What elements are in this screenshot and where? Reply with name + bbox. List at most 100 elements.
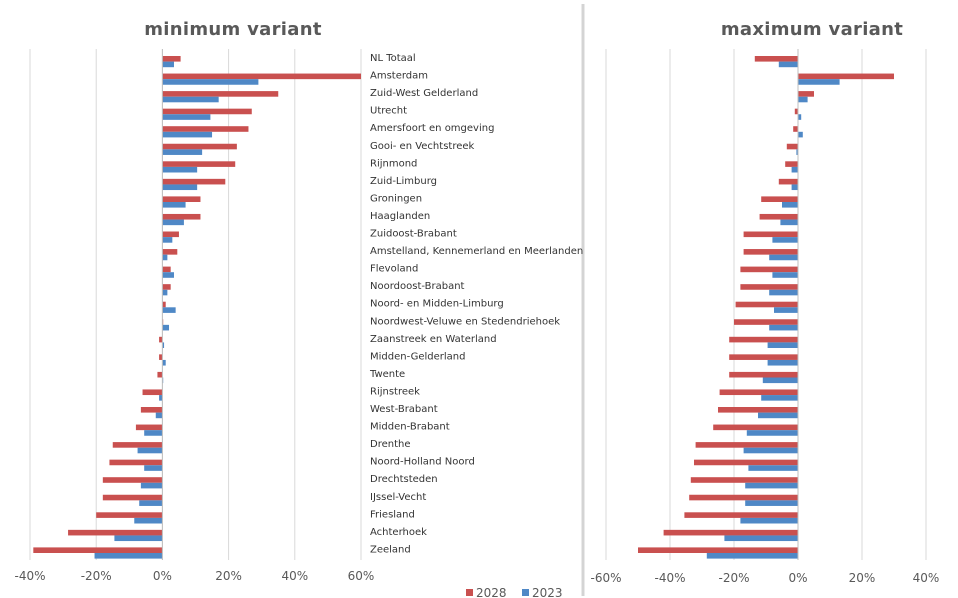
bar-2023-nl-totaal: [778, 61, 798, 68]
category-label: Amsterdam: [370, 71, 428, 82]
bar-2023-midden-brabant: [144, 430, 163, 436]
x-tick-label: 20%: [215, 569, 242, 583]
bar-2023-groningen: [162, 202, 186, 208]
bar-2028-zuid-limburg: [162, 178, 226, 185]
bar-2023-flevoland: [772, 272, 798, 278]
category-label: Gooi- en Vechtstreek: [370, 141, 475, 152]
bar-2028-friesland: [96, 512, 163, 518]
bar-2023-rijnstreek: [761, 395, 798, 401]
bar-2023-amersfoort-en-omgeving: [162, 131, 213, 138]
bar-2028-amersfoort-en-omgeving: [162, 126, 249, 132]
category-label: Groningen: [370, 193, 422, 204]
category-label: Rijnstreek: [370, 386, 420, 397]
bar-2023-noord-holland-noord: [144, 465, 163, 471]
x-tick-label: 60%: [348, 569, 375, 583]
bar-2028-noord-holland-noord: [109, 459, 163, 466]
bar-2028-noord-en-midden-limburg: [162, 301, 166, 308]
bar-2028-noord-holland-noord: [694, 459, 798, 466]
bar-2028-zuid-limburg: [778, 178, 798, 185]
bar-2023-zuid-limburg: [162, 184, 198, 191]
bar-2023-ijssel-vecht: [139, 500, 163, 506]
bar-2023-zeeland: [94, 553, 163, 559]
bar-2028-amersfoort-en-omgeving: [793, 126, 798, 132]
bar-2028-noord-en-midden-limburg: [735, 301, 798, 308]
bar-2023-haaglanden: [780, 219, 798, 226]
x-tick-label: -60%: [590, 571, 621, 585]
bar-2023-noord-en-midden-limburg: [162, 307, 176, 313]
bar-2028-zeeland: [33, 547, 163, 553]
bar-2023-friesland: [740, 517, 798, 524]
minimum-variant-title: minimum variant: [144, 19, 322, 40]
bar-2028-ijssel-vecht: [689, 494, 798, 501]
bar-2028-zeeland: [638, 547, 798, 553]
category-label: Noord- en Midden-Limburg: [370, 299, 504, 310]
bar-2023-gooi-en-vechtstreek: [796, 149, 798, 155]
x-tick-label: -40%: [654, 571, 685, 585]
bar-2023-noord-en-midden-limburg: [774, 307, 798, 313]
category-label: Zuid-West Gelderland: [370, 88, 478, 99]
bar-2028-rijnstreek: [719, 389, 798, 396]
bar-2023-noordwest-veluwe-en-stedendriehoek: [162, 324, 170, 331]
bar-2028-achterhoek: [68, 529, 163, 536]
x-tick-label: -40%: [14, 569, 45, 583]
bar-2028-zaanstreek-en-waterland: [159, 336, 163, 343]
bar-2028-west-brabant: [718, 407, 798, 413]
category-label: Zuidoost-Brabant: [370, 229, 457, 240]
bar-2028-west-brabant: [140, 407, 163, 413]
bar-2028-groningen: [162, 196, 201, 202]
bar-2028-noordwest-veluwe-en-stedendriehoek: [734, 319, 798, 325]
bar-2023-zuidoost-brabant: [772, 237, 798, 243]
bar-2028-zuidoost-brabant: [162, 231, 179, 238]
bar-2028-zuid-west-gelderland: [162, 91, 279, 97]
bar-2028-amstelland-kennemerland-en-meerlanden: [743, 249, 798, 255]
category-label: West-Brabant: [370, 404, 438, 415]
category-label: Haaglanden: [370, 211, 430, 222]
bar-2028-friesland: [684, 512, 798, 518]
x-tick-label: 40%: [281, 569, 308, 583]
bar-2023-zuid-limburg: [791, 184, 798, 191]
bar-2028-haaglanden: [162, 213, 201, 220]
bar-2023-noordoost-brabant: [162, 289, 168, 296]
category-label: Utrecht: [370, 106, 407, 117]
bar-2028-nl-totaal: [754, 56, 798, 62]
maximum-variant-panel: maximum variant -60% -40% -20% 0% 20% 40%: [590, 19, 939, 585]
bar-2028-zuidoost-brabant: [743, 231, 798, 238]
bar-2023-drenthe: [137, 447, 163, 454]
bar-2023-noord-holland-noord: [748, 465, 798, 471]
bar-2023-rijnmond: [791, 166, 798, 173]
bar-2023-midden-gelderland: [767, 359, 798, 366]
category-label: IJssel-Vecht: [370, 492, 426, 503]
bar-2023-achterhoek: [114, 535, 163, 542]
bar-2023-rijnmond: [162, 166, 198, 173]
bar-2028-twente: [729, 371, 798, 378]
category-label: Midden-Brabant: [370, 422, 450, 433]
bar-2023-zeeland: [706, 553, 798, 559]
x-tick-label: 40%: [913, 571, 940, 585]
category-label: Flevoland: [370, 264, 418, 275]
bar-2023-west-brabant: [155, 412, 163, 419]
bar-2028-midden-brabant: [135, 424, 163, 431]
legend-label-2023: 2023: [532, 586, 563, 598]
bar-2028-rijnmond: [785, 161, 798, 167]
bar-2028-midden-gelderland: [729, 354, 798, 360]
category-label: Amstelland, Kennemerland en Meerlanden: [370, 246, 583, 257]
x-tick-label: 20%: [849, 571, 876, 585]
bar-2023-amsterdam: [798, 79, 840, 85]
bar-2023-zuid-west-gelderland: [162, 96, 219, 103]
category-label: Noord-Holland Noord: [370, 457, 475, 468]
category-label: Twente: [369, 369, 405, 380]
bar-2023-zaanstreek-en-waterland: [767, 342, 798, 348]
maximum-variant-title: maximum variant: [721, 19, 903, 40]
category-label: Achterhoek: [370, 527, 427, 538]
bar-2023-amsterdam: [162, 79, 259, 85]
bar-2028-midden-gelderland: [159, 354, 163, 360]
bar-2028-rijnstreek: [142, 389, 163, 396]
bar-2023-zuidoost-brabant: [162, 237, 173, 243]
x-tick-label: 0%: [788, 571, 807, 585]
bar-2023-twente: [762, 377, 798, 384]
bar-2023-drenthe: [743, 447, 798, 454]
bar-2028-utrecht: [162, 108, 252, 115]
bar-2028-amstelland-kennemerland-en-meerlanden: [162, 249, 178, 255]
bar-2028-nl-totaal: [162, 56, 181, 62]
bar-2023-amersfoort-en-omgeving: [798, 131, 803, 138]
